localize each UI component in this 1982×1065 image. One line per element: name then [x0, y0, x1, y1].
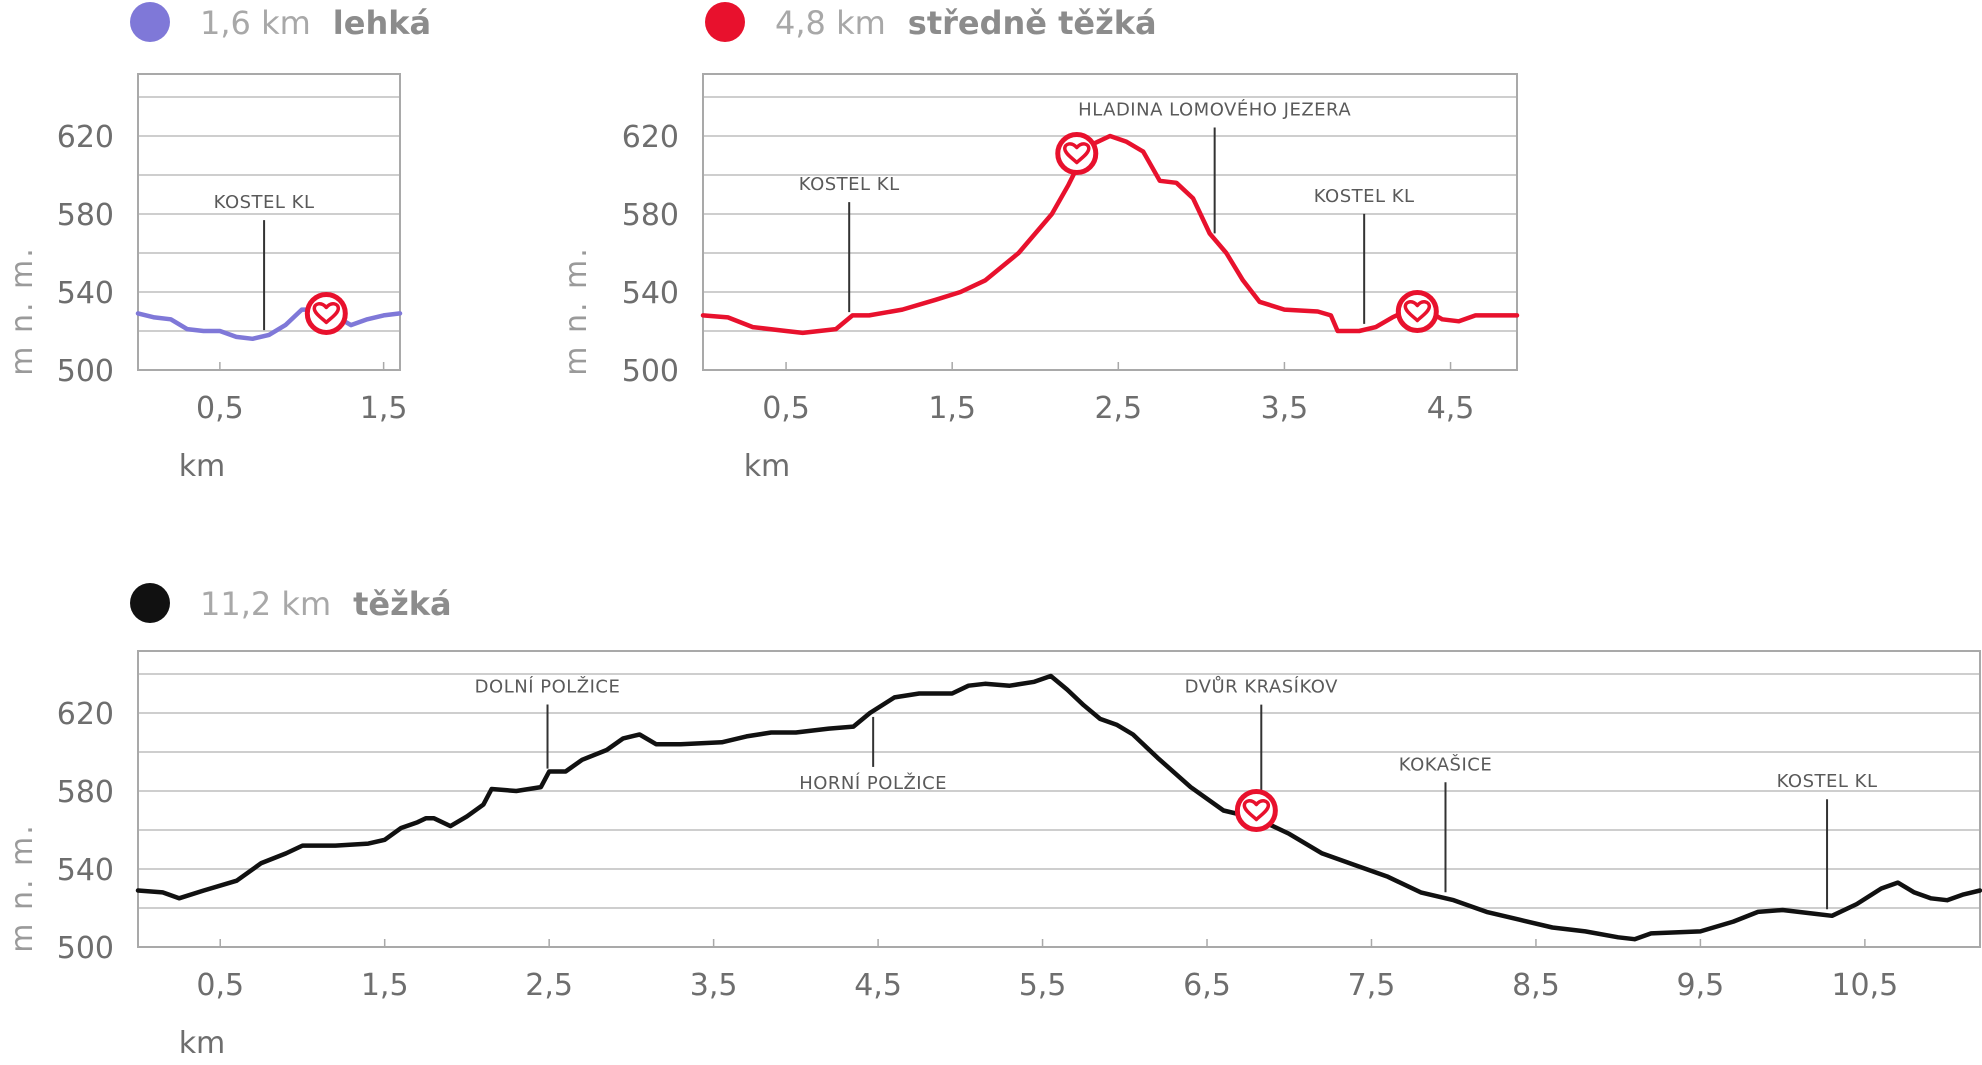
x-tick-label: 4,5 [1427, 391, 1475, 426]
y-tick-label: 540 [57, 853, 114, 888]
route-length: 4,8 km [775, 4, 886, 42]
elevation-line [135, 307, 403, 342]
route-difficulty: středně těžká [908, 4, 1157, 42]
y-tick-label: 620 [622, 120, 679, 155]
route-length: 11,2 km [200, 585, 331, 623]
x-tick-label: 2,5 [1094, 391, 1142, 426]
y-tick-label: 500 [622, 354, 679, 389]
x-tick-label: 8,5 [1512, 968, 1560, 1003]
x-tick-label: 1,5 [360, 391, 408, 426]
landmark-label: KOSTEL KL [1314, 186, 1415, 207]
y-axis-label: m n. m. [5, 246, 40, 376]
y-axis-label: m n. m. [5, 823, 40, 953]
x-tick-label: 3,5 [1261, 391, 1309, 426]
y-axis-label: m n. m. [559, 246, 594, 376]
y-tick-label: 540 [57, 276, 114, 311]
x-axis-label: km [744, 449, 791, 484]
y-tick-label: 580 [57, 198, 114, 233]
x-tick-label: 1,5 [361, 968, 409, 1003]
y-tick-label: 620 [57, 697, 114, 732]
x-tick-label: 0,5 [196, 391, 244, 426]
x-tick-label: 9,5 [1677, 968, 1725, 1003]
y-tick-label: 500 [57, 354, 114, 389]
heart-marker-icon [304, 291, 348, 335]
x-tick-label: 4,5 [854, 968, 902, 1003]
heart-marker-icon [1055, 132, 1099, 176]
elevation-line [135, 673, 1982, 942]
heart-marker-icon [1395, 290, 1439, 333]
plot-frame [702, 73, 1518, 371]
landmark-label: HLADINA LOMOVÉHO JEZERA [1078, 99, 1351, 121]
plot-frame [137, 73, 401, 371]
x-tick-label: 0,5 [762, 391, 810, 426]
route-color-dot-icon [130, 2, 170, 42]
landmark-label: HORNÍ POLŽICE [799, 772, 947, 794]
y-tick-label: 540 [622, 276, 679, 311]
route-difficulty: těžká [353, 585, 452, 623]
landmark-label: KOSTEL KL [1777, 771, 1878, 792]
heart-shape [1242, 799, 1271, 822]
heart-shape [1063, 142, 1091, 165]
route-color-dot-icon [705, 2, 745, 42]
y-tick-label: 580 [622, 198, 679, 233]
route-length: 1,6 km [200, 4, 311, 42]
x-tick-label: 0,5 [196, 968, 244, 1003]
x-tick-label: 10,5 [1831, 968, 1898, 1003]
x-tick-label: 6,5 [1183, 968, 1231, 1003]
elevation-line [700, 133, 1520, 336]
chart-3: 11,2 km těžká 500 540 580 620 m n. m. 0,5 1,5 2,5… [5, 583, 1982, 1061]
x-tick-label: 7,5 [1348, 968, 1396, 1003]
y-tick-label: 620 [57, 120, 114, 155]
y-tick-label: 580 [57, 775, 114, 810]
landmark-label: KOKAŠICE [1399, 753, 1492, 775]
route-color-dot-icon [130, 583, 170, 623]
route-difficulty: lehká [333, 4, 431, 42]
heart-shape [312, 302, 341, 325]
chart-1: 1,6 km lehká 500 540 580 620 m n. m. 0,5 1,5 km KO… [5, 2, 431, 484]
chart-2: 4,8 km středně těžká 500 540 580 620 m n. m. 0,… [559, 2, 1520, 484]
plot-frame [137, 650, 1981, 948]
x-axis-label: km [179, 449, 226, 484]
heart-marker-icon [1234, 789, 1278, 832]
landmark-label: DVŮR KRASÍKOV [1185, 676, 1339, 698]
x-tick-label: 2,5 [525, 968, 573, 1003]
y-tick-label: 500 [57, 931, 114, 966]
x-tick-label: 3,5 [690, 968, 738, 1003]
x-tick-label: 5,5 [1019, 968, 1067, 1003]
heart-shape [1403, 300, 1432, 323]
landmark-label: KOSTEL KL [214, 192, 315, 213]
landmark-label: DOLNÍ POLŽICE [475, 676, 621, 698]
x-axis-label: km [179, 1026, 226, 1061]
x-tick-label: 1,5 [928, 391, 976, 426]
landmark-label: KOSTEL KL [799, 174, 900, 195]
